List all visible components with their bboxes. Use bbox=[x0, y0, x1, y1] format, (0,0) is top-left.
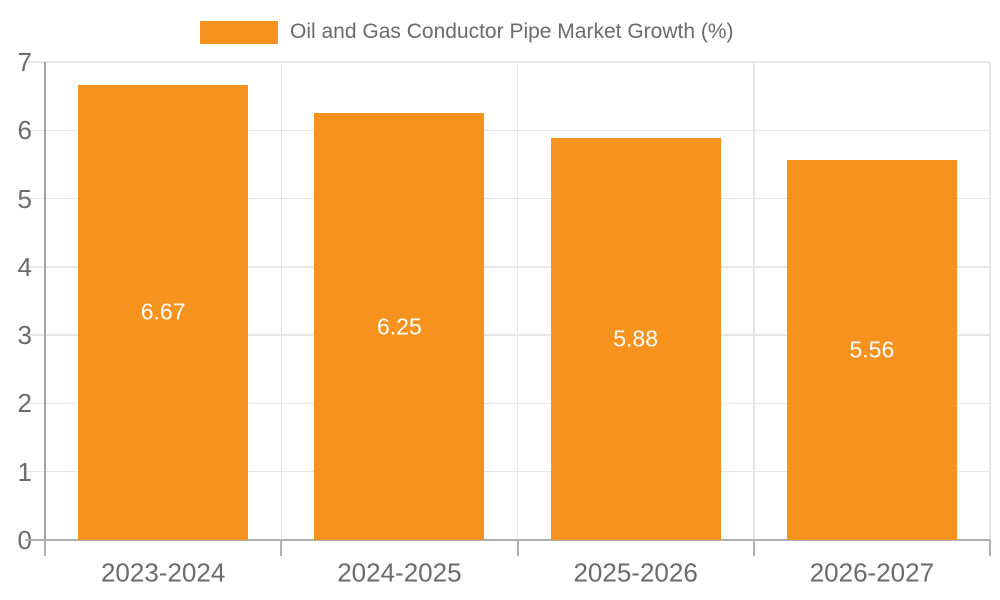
y-gridline bbox=[25, 61, 990, 63]
y-axis-tick-label: 6 bbox=[17, 115, 32, 146]
x-axis-category-label: 2025-2026 bbox=[573, 557, 698, 588]
legend-label: Oil and Gas Conductor Pipe Market Growth… bbox=[290, 20, 734, 43]
y-axis-tick-label: 2 bbox=[17, 388, 32, 419]
x-gridline bbox=[753, 62, 755, 540]
y-axis-tick-label: 0 bbox=[0, 526, 32, 554]
y-gridline bbox=[25, 266, 990, 268]
x-gridline bbox=[516, 62, 519, 540]
bar-value-label: 5.56 bbox=[849, 336, 895, 363]
y-axis-tick-label: 4 bbox=[17, 251, 32, 282]
y-gridline bbox=[25, 470, 990, 473]
bar-value-label: 6.25 bbox=[376, 313, 422, 340]
bar[interactable] bbox=[78, 84, 249, 540]
x-gridline bbox=[280, 62, 282, 540]
y-axis-tick-label: 7 bbox=[17, 47, 32, 77]
x-axis-tick bbox=[989, 540, 991, 556]
x-axis-category-label: 2026-2027 bbox=[809, 557, 935, 588]
bar[interactable] bbox=[786, 160, 957, 540]
x-axis-tick bbox=[516, 540, 519, 556]
bar[interactable] bbox=[314, 113, 485, 540]
x-axis-category-label: 2024-2025 bbox=[337, 557, 462, 588]
y-gridline bbox=[25, 402, 990, 405]
y-gridline bbox=[25, 197, 990, 200]
x-axis-line bbox=[25, 539, 990, 541]
x-axis-category-label: 2023-2024 bbox=[100, 557, 226, 588]
bar-value-label: 6.67 bbox=[140, 298, 186, 325]
bar-value-label: 5.88 bbox=[613, 325, 659, 352]
x-axis-tick bbox=[280, 540, 283, 556]
chart-legend[interactable]: Oil and Gas Conductor Pipe Market Growth… bbox=[200, 18, 734, 46]
legend-swatch bbox=[200, 20, 278, 44]
y-gridline bbox=[25, 129, 990, 132]
y-axis-tick-label: 1 bbox=[17, 456, 32, 487]
x-axis-tick bbox=[752, 540, 755, 556]
x-axis-tick bbox=[44, 540, 46, 556]
y-axis-tick-label: 5 bbox=[17, 183, 32, 214]
x-gridline bbox=[989, 62, 991, 540]
bar[interactable] bbox=[550, 138, 721, 540]
y-gridline bbox=[25, 334, 990, 336]
y-axis-tick-label: 3 bbox=[17, 320, 32, 351]
y-axis-line bbox=[44, 62, 46, 540]
